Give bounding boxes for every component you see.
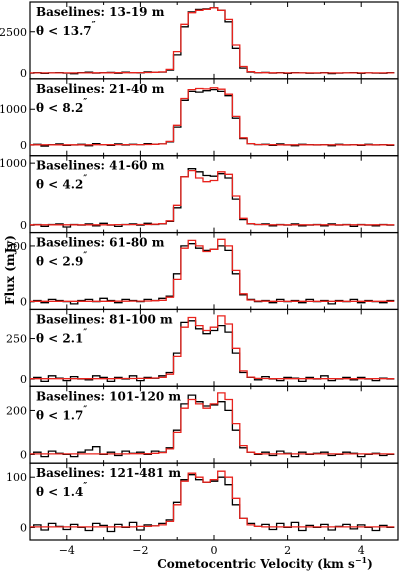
model-spectrum-line [30, 238, 395, 302]
panel-baseline-label: Baselines: 41-60 m [36, 159, 165, 173]
panel-theta-label: θ < 2.1″ [36, 328, 87, 345]
panel-theta-sup: ″ [83, 328, 87, 338]
panel-theta-label: θ < 4.2″ [36, 175, 87, 192]
model-spectrum-line [30, 470, 395, 528]
panel-theta-sup: ″ [83, 482, 87, 492]
x-tick-label: 2 [284, 544, 291, 557]
y-tick-label: 1000 [0, 157, 27, 170]
y-tick-label: 0 [20, 67, 27, 80]
panel-1: 0 2500 Baselines: 13-19 m θ < 13.7″ [0, 1, 399, 80]
y-tick-label: 0 [20, 373, 27, 386]
y-tick-label: 0 [20, 139, 27, 152]
panel-baseline-label: Baselines: 121-481 m [36, 466, 181, 480]
panel-theta-text: θ < 2.1 [36, 331, 83, 345]
x-axis-title-text: Cometocentric Velocity (km s [157, 557, 355, 571]
model-spectrum-line [30, 392, 395, 455]
panel-5: 0 250 Baselines: 81-100 m θ < 2.1″ [6, 308, 399, 387]
y-tick-label: 0 [20, 219, 27, 232]
x-tick-label: 4 [358, 544, 365, 557]
y-tick-label: 200 [6, 404, 27, 417]
y-tick-label: 2500 [0, 26, 27, 39]
panel-theta-label: θ < 8.2″ [36, 98, 87, 115]
y-tick-label: 0 [20, 521, 27, 534]
panel-baseline-label: Baselines: 81-100 m [36, 312, 173, 326]
y-tick-label: 100 [6, 471, 27, 484]
model-spectrum-line [30, 7, 395, 74]
panel-theta-label: θ < 13.7″ [36, 21, 96, 38]
y-tick-label: 0 [20, 296, 27, 309]
panel-theta-sup: ″ [92, 21, 96, 31]
panel-7: 0 100 Baselines: 121-481 m θ < 1.4″ [6, 462, 399, 541]
x-tick-label: −4 [59, 544, 75, 557]
y-axis-title: Flux (mJy) [3, 235, 17, 305]
panel-4: 0 500 Baselines: 61-80 m θ < 2.9″ [6, 231, 399, 311]
panel-theta-text: θ < 2.9 [36, 255, 83, 269]
panel-baseline-label: Baselines: 61-80 m [36, 236, 165, 250]
y-tick-label: 500 [6, 240, 27, 253]
x-axis: −4 −2 0 2 4 [59, 544, 365, 557]
observed-spectrum-line [30, 168, 395, 228]
panel-theta-sup: ″ [83, 175, 87, 185]
panel-theta-label: θ < 1.4″ [36, 482, 87, 499]
y-tick-label: 0 [20, 448, 27, 461]
panel-theta-sup: ″ [83, 252, 87, 262]
panel-3: 0 1000 Baselines: 41-60 m θ < 4.2″ [0, 155, 399, 234]
panel-baseline-label: Baselines: 101-120 m [36, 389, 181, 403]
panel-baseline-label: Baselines: 21-40 m [36, 82, 165, 96]
x-axis-title-sup: −1 [355, 555, 367, 565]
panel-theta-text: θ < 4.2 [36, 178, 83, 192]
model-spectrum-line [30, 315, 395, 380]
panel-baseline-label: Baselines: 13-19 m [36, 5, 165, 19]
panel-2: 0 1000 Baselines: 21-40 m θ < 8.2″ [0, 78, 399, 157]
panel-theta-label: θ < 1.7″ [36, 405, 87, 422]
x-axis-title: Cometocentric Velocity (km s−1) [157, 555, 373, 571]
x-tick-label: −2 [132, 544, 148, 557]
panel-theta-sup: ″ [83, 98, 87, 108]
y-tick-label: 250 [6, 333, 27, 346]
panel-theta-text: θ < 8.2 [36, 101, 83, 115]
observed-spectrum-line [30, 320, 395, 383]
x-tick-label: 0 [211, 544, 218, 557]
model-spectrum-line [30, 169, 395, 226]
panel-theta-text: θ < 1.7 [36, 408, 83, 422]
y-tick-label: 1000 [0, 103, 27, 116]
panel-theta-text: θ < 13.7 [36, 24, 92, 38]
x-axis-title-close: ) [367, 557, 373, 571]
panel-theta-label: θ < 2.9″ [36, 252, 87, 269]
model-spectrum-line [30, 87, 395, 146]
panel-6: 0 200 Baselines: 101-120 m θ < 1.7″ [6, 385, 399, 464]
observed-spectrum-line [30, 88, 395, 147]
panel-theta-sup: ″ [83, 405, 87, 415]
panel-theta-text: θ < 1.4 [36, 485, 83, 499]
